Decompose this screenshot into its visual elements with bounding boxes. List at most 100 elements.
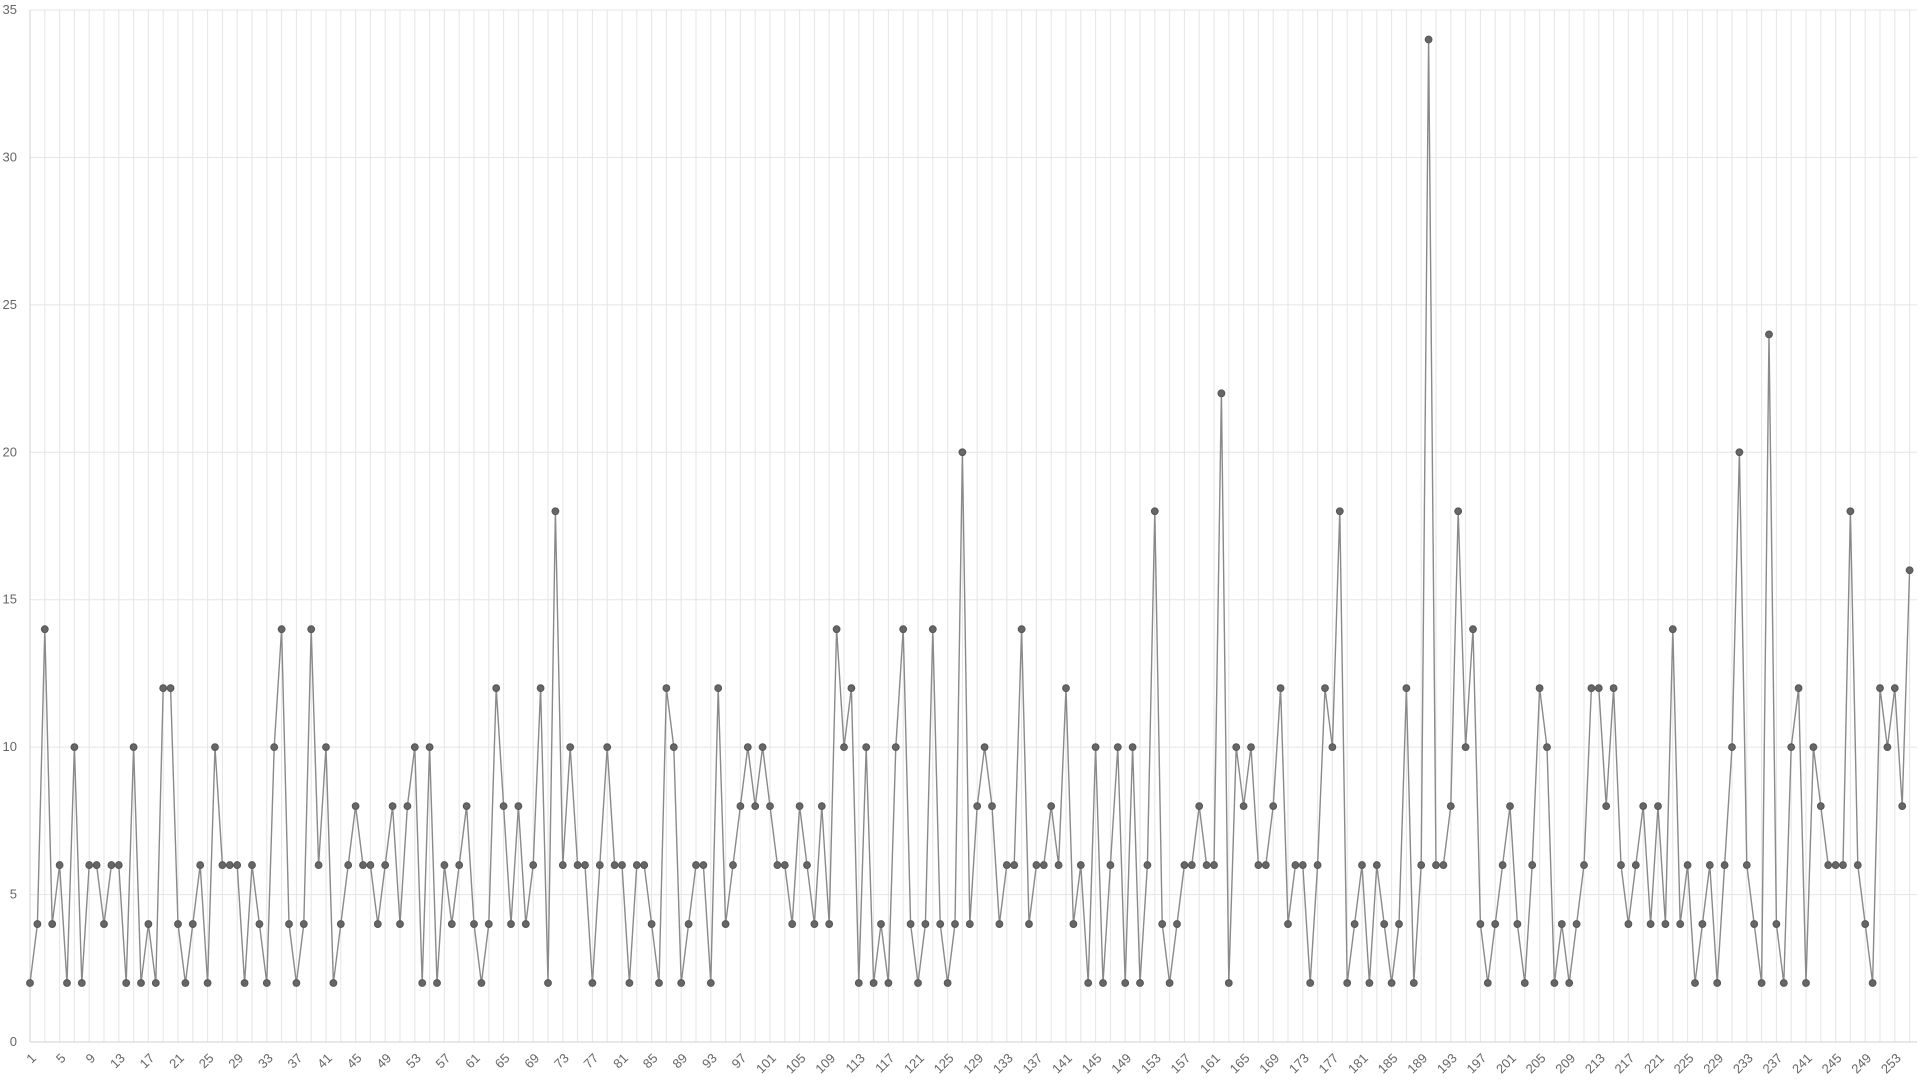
data-point[interactable] — [455, 861, 464, 869]
data-point[interactable] — [1691, 979, 1699, 987]
data-point[interactable] — [943, 979, 952, 987]
data-point[interactable] — [1454, 507, 1463, 516]
data-point[interactable] — [55, 861, 64, 869]
data-point[interactable] — [529, 861, 538, 869]
data-point[interactable] — [285, 920, 293, 928]
data-point[interactable] — [1853, 861, 1862, 869]
data-point[interactable] — [211, 743, 219, 752]
data-point[interactable] — [1883, 743, 1892, 752]
data-point[interactable] — [26, 979, 34, 987]
data-point[interactable] — [1535, 684, 1544, 693]
data-point[interactable] — [544, 979, 552, 987]
data-point[interactable] — [1757, 979, 1766, 987]
data-point[interactable] — [433, 979, 441, 987]
data-point[interactable] — [1365, 979, 1374, 987]
data-point[interactable] — [1513, 920, 1522, 928]
data-point[interactable] — [906, 920, 915, 928]
data-point[interactable] — [122, 979, 131, 987]
data-point[interactable] — [1831, 861, 1840, 869]
data-point[interactable] — [840, 743, 848, 752]
data-point[interactable] — [470, 920, 478, 928]
data-point[interactable] — [403, 802, 412, 811]
data-point[interactable] — [862, 743, 871, 752]
data-point[interactable] — [1609, 684, 1618, 693]
data-point[interactable] — [1158, 920, 1167, 928]
data-point[interactable] — [1661, 920, 1670, 928]
data-point[interactable] — [1335, 507, 1344, 516]
data-point[interactable] — [669, 743, 678, 752]
data-point[interactable] — [780, 861, 789, 869]
data-point[interactable] — [1550, 979, 1559, 987]
data-point[interactable] — [1076, 861, 1085, 869]
data-point[interactable] — [166, 684, 175, 693]
data-point[interactable] — [203, 979, 212, 987]
data-point[interactable] — [521, 920, 530, 928]
data-point[interactable] — [1794, 684, 1803, 693]
data-point[interactable] — [1876, 684, 1884, 693]
data-point[interactable] — [1372, 861, 1381, 869]
data-point[interactable] — [1639, 802, 1648, 811]
data-point[interactable] — [677, 979, 686, 987]
data-point[interactable] — [1039, 861, 1048, 869]
data-point[interactable] — [595, 861, 604, 869]
data-point[interactable] — [832, 625, 841, 634]
data-point[interactable] — [751, 802, 760, 811]
data-point[interactable] — [1062, 684, 1070, 693]
data-point[interactable] — [743, 743, 752, 752]
data-point[interactable] — [196, 861, 205, 869]
data-point[interactable] — [1631, 861, 1640, 869]
data-point[interactable] — [573, 861, 582, 869]
data-point[interactable] — [1247, 743, 1255, 752]
data-point[interactable] — [699, 861, 708, 869]
data-point[interactable] — [640, 861, 649, 869]
data-point[interactable] — [1557, 920, 1566, 928]
data-point[interactable] — [1698, 920, 1707, 928]
data-point[interactable] — [1032, 861, 1041, 869]
data-point[interactable] — [1358, 861, 1366, 869]
data-point[interactable] — [181, 979, 190, 987]
data-point[interactable] — [551, 507, 560, 516]
data-point[interactable] — [1898, 802, 1907, 811]
data-point[interactable] — [1861, 920, 1870, 928]
data-point[interactable] — [1291, 861, 1300, 869]
data-point[interactable] — [1498, 861, 1507, 869]
data-point[interactable] — [854, 979, 863, 987]
data-point[interactable] — [1491, 920, 1500, 928]
data-point[interactable] — [1150, 507, 1159, 516]
data-point[interactable] — [359, 861, 367, 869]
data-point[interactable] — [825, 920, 834, 928]
data-point[interactable] — [632, 861, 641, 869]
data-point[interactable] — [240, 979, 249, 987]
data-point[interactable] — [965, 920, 974, 928]
data-point[interactable] — [336, 920, 345, 928]
data-point[interactable] — [159, 684, 168, 693]
data-point[interactable] — [1765, 330, 1773, 339]
data-point[interactable] — [1047, 802, 1056, 811]
data-point[interactable] — [351, 802, 360, 811]
data-point[interactable] — [1165, 979, 1174, 987]
data-point[interactable] — [647, 920, 656, 928]
data-point[interactable] — [129, 743, 138, 752]
data-point[interactable] — [174, 920, 182, 928]
data-point[interactable] — [1239, 802, 1248, 811]
data-point[interactable] — [1624, 920, 1633, 928]
data-point[interactable] — [1802, 979, 1810, 987]
data-point[interactable] — [1106, 861, 1115, 869]
data-point[interactable] — [1668, 625, 1677, 634]
data-point[interactable] — [151, 979, 160, 987]
data-point[interactable] — [1528, 861, 1537, 869]
data-point[interactable] — [618, 861, 626, 869]
data-point[interactable] — [1284, 920, 1292, 928]
data-point[interactable] — [1720, 861, 1729, 869]
data-point[interactable] — [292, 979, 301, 987]
data-point[interactable] — [891, 743, 900, 752]
data-point[interactable] — [70, 743, 79, 752]
data-point[interactable] — [1506, 802, 1514, 811]
data-point[interactable] — [1543, 743, 1551, 752]
data-point[interactable] — [1439, 861, 1448, 869]
data-point[interactable] — [1328, 743, 1337, 752]
data-point[interactable] — [1617, 861, 1625, 869]
data-point[interactable] — [270, 743, 279, 752]
data-point[interactable] — [1187, 861, 1196, 869]
data-point[interactable] — [1261, 861, 1270, 869]
